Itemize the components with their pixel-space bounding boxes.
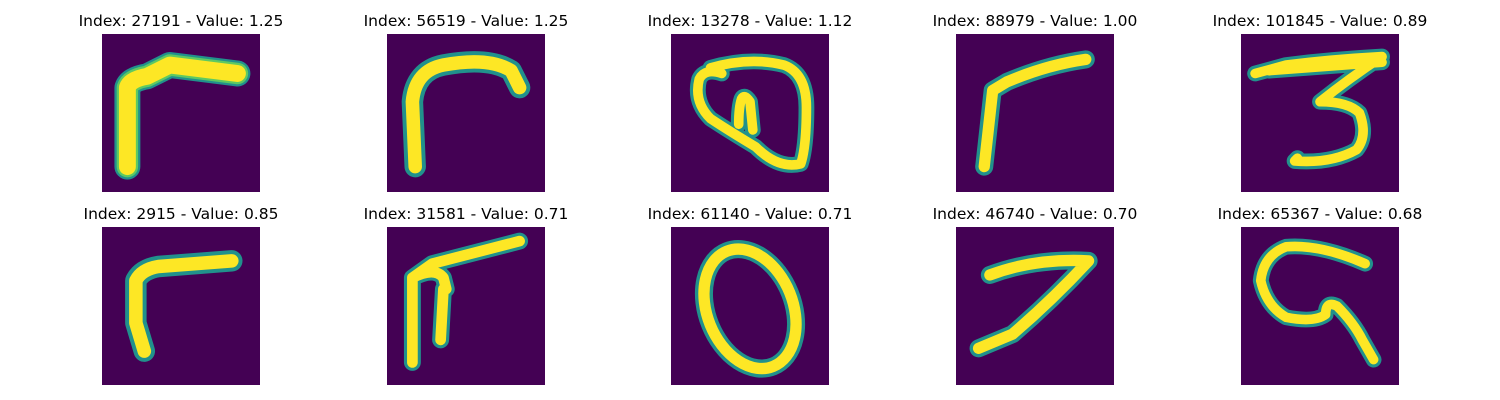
panel-title: Index: 31581 - Value: 0.71 bbox=[363, 205, 569, 223]
panel-title: Index: 101845 - Value: 0.89 bbox=[1212, 12, 1428, 30]
digit-image bbox=[1241, 227, 1399, 385]
digit-image bbox=[956, 34, 1114, 192]
panel-title: Index: 46740 - Value: 0.70 bbox=[932, 205, 1138, 223]
panel-title: Index: 13278 - Value: 1.12 bbox=[647, 12, 853, 30]
digit-image bbox=[671, 227, 829, 385]
panel-title: Index: 2915 - Value: 0.85 bbox=[83, 205, 279, 223]
digit-image bbox=[387, 227, 545, 385]
digit-image bbox=[102, 34, 260, 192]
digit-image bbox=[956, 227, 1114, 385]
digit-image bbox=[387, 34, 545, 192]
digit-image bbox=[102, 227, 260, 385]
panel-title: Index: 61140 - Value: 0.71 bbox=[647, 205, 853, 223]
panel-title: Index: 88979 - Value: 1.00 bbox=[932, 12, 1138, 30]
digit-image bbox=[1241, 34, 1399, 192]
digit-image bbox=[671, 34, 829, 192]
panel-title: Index: 65367 - Value: 0.68 bbox=[1217, 205, 1423, 223]
panel-title: Index: 56519 - Value: 1.25 bbox=[363, 12, 569, 30]
panel-title: Index: 27191 - Value: 1.25 bbox=[78, 12, 284, 30]
